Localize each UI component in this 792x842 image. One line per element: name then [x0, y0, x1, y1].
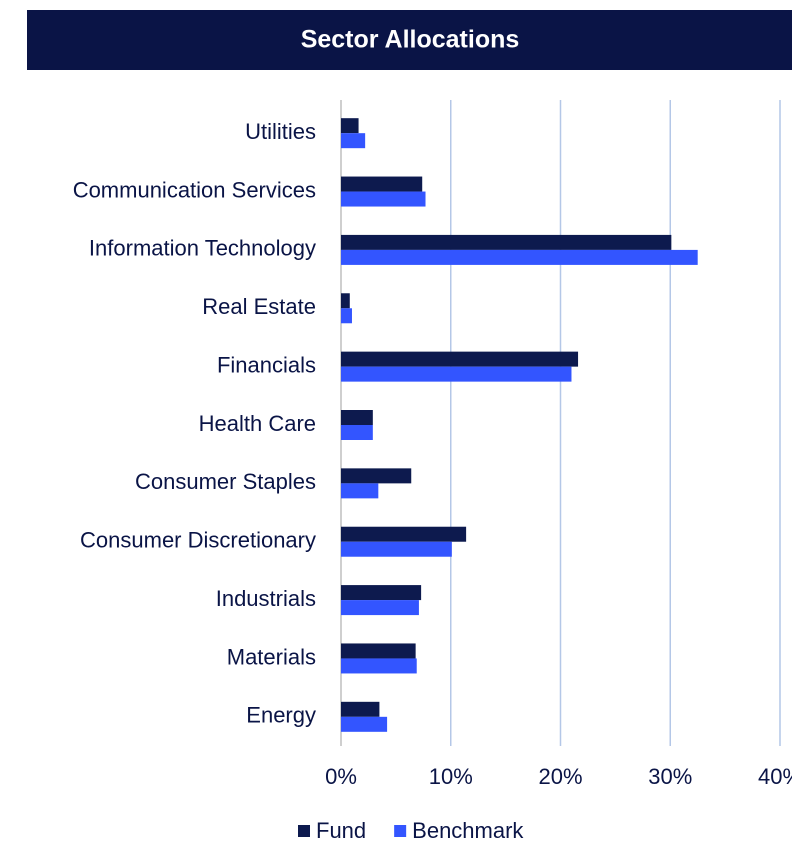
chart-title: Sector Allocations: [301, 26, 520, 54]
y-tick-label: Communication Services: [73, 177, 316, 202]
y-tick-label: Information Technology: [89, 236, 316, 261]
y-tick-label: Utilities: [245, 119, 316, 144]
x-tick-label: 0%: [325, 764, 357, 789]
bar: [341, 176, 423, 192]
bar: [341, 133, 366, 149]
bar: [341, 483, 379, 499]
bar: [341, 526, 467, 542]
bar: [341, 410, 373, 425]
bar: [341, 468, 412, 484]
bar: [341, 118, 359, 134]
bar: [341, 191, 426, 207]
y-tick-label: Consumer Staples: [135, 469, 316, 494]
x-tick-label: 20%: [538, 764, 582, 789]
y-tick-label: Industrials: [216, 586, 316, 611]
y-tick-label: Health Care: [199, 411, 316, 436]
bar: [341, 308, 352, 324]
bar: [341, 658, 417, 674]
y-tick-label: Materials: [227, 644, 316, 669]
bar: [341, 351, 579, 367]
bar: [341, 249, 698, 265]
y-tick-label: Real Estate: [202, 294, 316, 319]
bar: [341, 293, 350, 309]
x-tick-label: 10%: [429, 764, 473, 789]
legend-swatch: [394, 825, 407, 837]
bar: [341, 716, 388, 732]
bar: [341, 701, 380, 717]
bar: [341, 585, 422, 601]
x-tick-label: 30%: [648, 764, 692, 789]
y-tick-label: Financials: [217, 352, 316, 377]
legend-label: Benchmark: [412, 818, 524, 842]
bar: [341, 643, 416, 659]
bar: [341, 366, 572, 382]
y-tick-label: Energy: [246, 703, 316, 728]
x-tick-label: 40%: [758, 764, 792, 789]
bar: [341, 541, 452, 557]
y-tick-label: Consumer Discretionary: [80, 528, 316, 553]
bar: [341, 600, 419, 616]
bar: [341, 425, 373, 440]
bar: [341, 234, 672, 250]
legend-swatch: [298, 825, 310, 837]
title-banner: [27, 10, 792, 70]
legend-label: Fund: [316, 818, 366, 842]
